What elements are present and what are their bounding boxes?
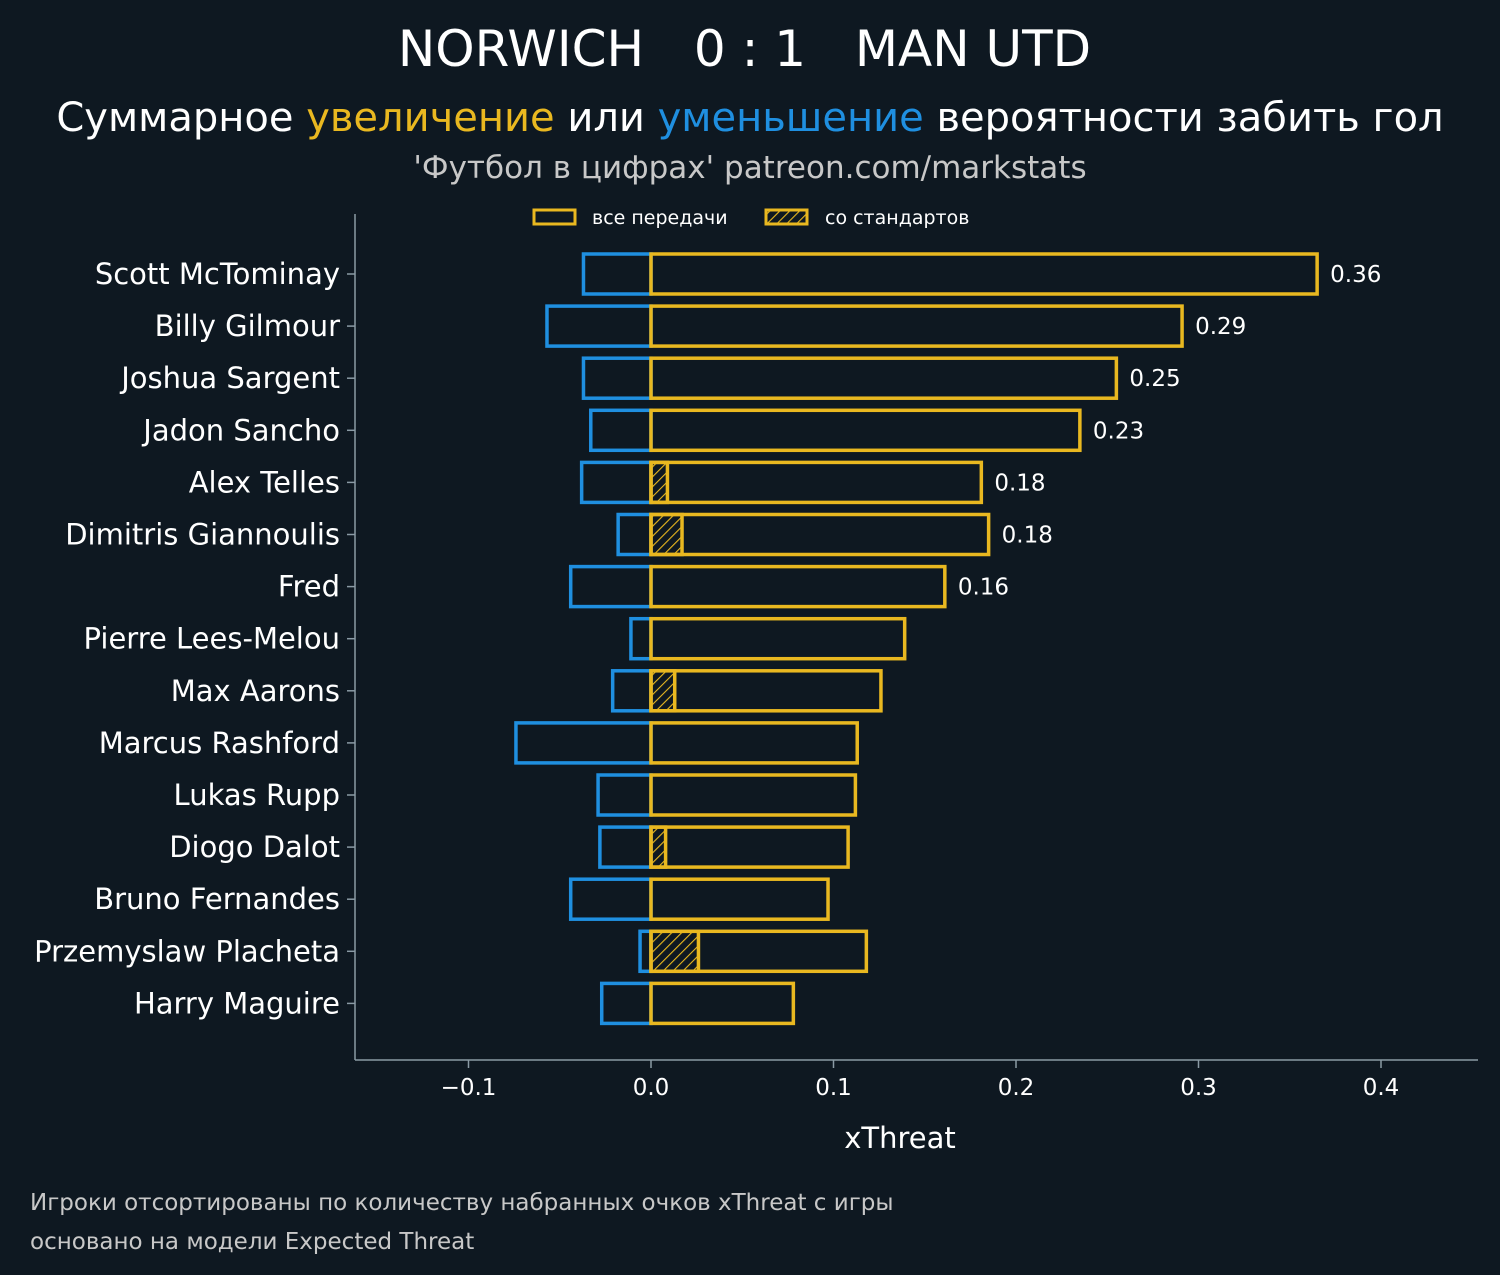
subtitle-part2: или <box>555 95 658 141</box>
x-tick-label-1: 0.0 <box>633 1075 670 1101</box>
bar-increase-fred <box>649 564 947 609</box>
y-tick-label-scott-mctominay: Scott McTominay <box>95 257 340 291</box>
bar-increase-przemyslaw-placheta <box>649 929 869 974</box>
x-tick-label-4: 0.3 <box>1180 1075 1217 1101</box>
subtitle-part3: вероятности забить гол <box>924 95 1444 141</box>
bar-decrease-fred <box>568 564 653 609</box>
x-tick-label-3: 0.2 <box>998 1075 1035 1101</box>
bar-increase-diogo-dalot <box>649 825 850 869</box>
y-tick-label-max-aarons: Max Aarons <box>171 674 340 708</box>
y-tick-labels: Scott McTominay Billy Gilmour Joshua Sarge… <box>34 257 355 1020</box>
value-label-dimitris-giannoulis: 0.18 <box>1002 523 1053 549</box>
bar-decrease-pierre-lees-melou <box>629 616 653 661</box>
y-tick-label-lukas-rupp: Lukas Rupp <box>174 778 340 812</box>
home-team: NORWICH <box>398 20 644 78</box>
x-tick-label-2: 0.1 <box>815 1075 852 1101</box>
legend-swatch-all-passes <box>532 208 577 226</box>
bar-increase-bruno-fernandes <box>649 877 830 921</box>
bar-increase-marcus-rashford <box>649 721 859 765</box>
value-label-alex-telles: 0.18 <box>994 470 1045 496</box>
bar-increase-billy-gilmour <box>649 304 1184 348</box>
legend: все передачи со стандартов <box>532 207 969 229</box>
value-label-joshua-sargent: 0.25 <box>1129 366 1180 392</box>
legend-label-set-pieces: со стандартов <box>825 207 969 229</box>
source-credit: 'Футбол в цифрах' patreon.com/markstats <box>413 150 1086 186</box>
subtitle: Суммарное увеличение или уменьшение веро… <box>56 95 1443 141</box>
bar-increase-max-aarons <box>649 669 883 713</box>
bar-decrease-lukas-rupp <box>596 773 653 817</box>
subtitle-increase: увеличение <box>306 95 554 141</box>
bar-increase-pierre-lees-melou <box>649 616 907 661</box>
bar-set-piece-diogo-dalot <box>649 825 668 869</box>
y-tick-label-przemyslaw-placheta: Przemyslaw Placheta <box>34 934 340 968</box>
bar-increase-lukas-rupp <box>649 773 858 817</box>
footnote-line1: Игроки отсортированы по количеству набра… <box>30 1190 894 1216</box>
bar-decrease-bruno-fernandes <box>568 877 653 921</box>
bar-decrease-jadon-sancho <box>589 408 653 453</box>
y-tick-label-diogo-dalot: Diogo Dalot <box>169 830 340 864</box>
bar-decrease-billy-gilmour <box>545 304 653 348</box>
bar-set-piece-alex-telles <box>649 460 670 505</box>
bar-set-piece-przemyslaw-placheta <box>649 929 701 974</box>
bar-decrease-dimitris-giannoulis <box>616 512 653 557</box>
bar-decrease-harry-maguire <box>599 981 653 1026</box>
bar-decrease-diogo-dalot <box>598 825 653 869</box>
away-team: MAN UTD <box>855 20 1091 78</box>
bar-decrease-alex-telles <box>579 460 653 505</box>
bar-increase-alex-telles <box>649 460 984 505</box>
bar-set-piece-dimitris-giannoulis <box>649 512 684 557</box>
bar-decrease-marcus-rashford <box>514 721 653 765</box>
bar-decrease-joshua-sargent <box>581 356 653 400</box>
subtitle-part1: Суммарное <box>56 95 306 141</box>
bar-decrease-scott-mctominay <box>581 252 653 296</box>
bar-increase-joshua-sargent <box>649 356 1119 400</box>
y-tick-label-bruno-fernandes: Bruno Fernandes <box>94 882 340 916</box>
value-label-jadon-sancho: 0.23 <box>1093 418 1144 444</box>
y-tick-label-jadon-sancho: Jadon Sancho <box>141 413 340 447</box>
y-tick-label-marcus-rashford: Marcus Rashford <box>99 726 340 760</box>
value-label-fred: 0.16 <box>958 575 1009 601</box>
value-label-scott-mctominay: 0.36 <box>1330 262 1381 288</box>
legend-swatch-set-pieces <box>764 208 809 226</box>
y-tick-label-dimitris-giannoulis: Dimitris Giannoulis <box>65 518 340 552</box>
y-tick-label-harry-maguire: Harry Maguire <box>134 986 340 1020</box>
bars-group: 0.36 0.29 0.25 0.23 0.18 0.18 0.16 <box>514 252 1381 1026</box>
value-label-billy-gilmour: 0.29 <box>1195 314 1246 340</box>
y-tick-label-pierre-lees-melou: Pierre Lees-Melou <box>84 622 340 656</box>
bar-increase-harry-maguire <box>649 981 796 1026</box>
footnote-line2: основано на модели Expected Threat <box>30 1229 474 1255</box>
bar-decrease-max-aarons <box>610 669 653 713</box>
x-tick-label-0: −0.1 <box>441 1075 497 1101</box>
x-tick-label-5: 0.4 <box>1363 1075 1400 1101</box>
legend-label-all-passes: все передачи <box>592 207 728 229</box>
bar-set-piece-max-aarons <box>649 669 677 713</box>
subtitle-decrease: уменьшение <box>658 95 924 141</box>
score: 0 : 1 <box>694 20 806 78</box>
x-axis-label: xThreat <box>844 1121 956 1155</box>
bar-increase-dimitris-giannoulis <box>649 512 991 557</box>
y-tick-label-fred: Fred <box>278 570 340 604</box>
y-tick-label-billy-gilmour: Billy Gilmour <box>155 309 340 343</box>
bar-increase-jadon-sancho <box>649 408 1082 453</box>
x-ticks: −0.1 0.0 0.1 0.2 0.3 0.4 <box>441 1060 1400 1101</box>
bar-increase-scott-mctominay <box>649 252 1319 296</box>
y-tick-label-joshua-sargent: Joshua Sargent <box>119 361 340 395</box>
y-tick-label-alex-telles: Alex Telles <box>189 465 340 499</box>
